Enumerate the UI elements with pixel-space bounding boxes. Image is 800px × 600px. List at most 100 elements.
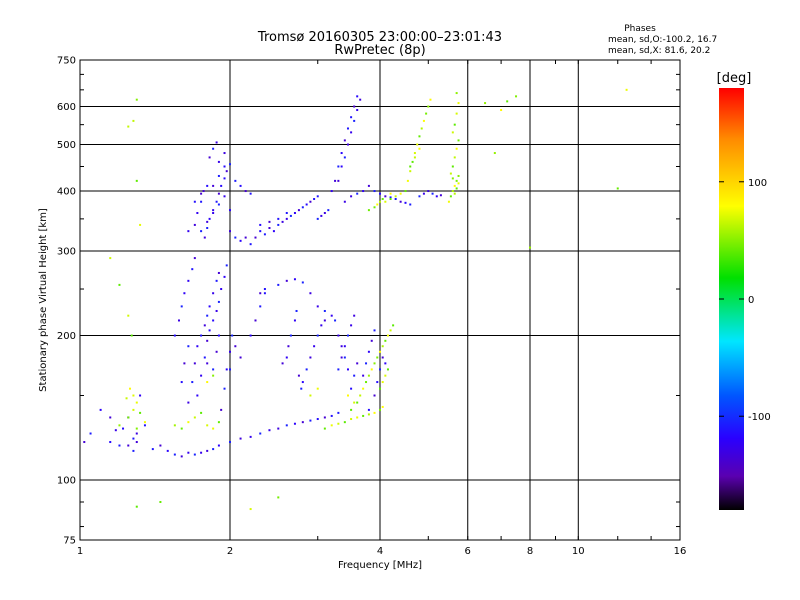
echo-point-o xyxy=(300,387,303,390)
stats-line-o: mean, sd,O:-100.2, 16.7 xyxy=(608,35,717,45)
echo-point-x xyxy=(135,98,138,101)
echo-point-x xyxy=(212,374,215,377)
echo-point-o xyxy=(418,195,421,198)
echo-point-x xyxy=(212,427,215,430)
echo-point-x xyxy=(135,401,138,404)
echo-point-x xyxy=(139,223,142,226)
y-tick-label: 300 xyxy=(57,247,76,258)
echo-point-o xyxy=(159,444,162,447)
echo-point-o xyxy=(337,411,340,414)
echo-point-x xyxy=(453,184,456,187)
echo-point-o xyxy=(127,444,130,447)
echo-point-x xyxy=(457,102,460,105)
echo-point-x xyxy=(449,195,452,198)
echo-point-o xyxy=(215,200,218,203)
echo-point-o xyxy=(362,190,365,193)
echo-point-o xyxy=(220,288,223,291)
echo-point-x xyxy=(409,170,412,173)
echo-point-o xyxy=(217,444,220,447)
echo-point-o xyxy=(439,194,442,197)
echo-point-o xyxy=(196,345,199,348)
echo-point-o xyxy=(196,394,199,397)
echo-point-o xyxy=(212,448,215,451)
echo-point-o xyxy=(234,179,237,182)
echo-point-o xyxy=(206,184,209,187)
echo-point-o xyxy=(200,451,203,454)
echo-point-o xyxy=(313,198,316,201)
echo-point-o xyxy=(323,416,326,419)
echo-point-o xyxy=(340,152,343,155)
echo-point-o xyxy=(281,220,284,223)
echo-point-o xyxy=(268,429,271,432)
colorbar-tick-label: 100 xyxy=(748,178,767,189)
echo-point-o xyxy=(277,427,280,430)
echo-point-o xyxy=(208,305,211,308)
echo-point-x xyxy=(159,500,162,503)
echo-point-o xyxy=(422,192,425,195)
echo-point-x xyxy=(193,416,196,419)
echo-point-x xyxy=(453,192,456,195)
echo-point-x xyxy=(376,356,379,359)
echo-point-o xyxy=(223,152,226,155)
echo-point-o xyxy=(343,356,346,359)
echo-point-o xyxy=(350,131,353,134)
echo-point-o xyxy=(409,203,412,206)
echo-point-o xyxy=(316,305,319,308)
echo-point-x xyxy=(206,381,209,384)
echo-point-x xyxy=(457,174,460,177)
echo-point-x xyxy=(413,156,416,159)
echo-point-o xyxy=(200,200,203,203)
echo-point-o xyxy=(316,418,319,421)
echo-point-x xyxy=(316,387,319,390)
echo-point-o xyxy=(200,230,203,233)
echo-point-x xyxy=(217,421,220,424)
echo-point-o xyxy=(259,292,262,295)
echo-point-x xyxy=(455,147,458,150)
echo-point-x xyxy=(420,127,423,130)
echo-point-o xyxy=(340,356,343,359)
echo-point-x xyxy=(427,105,430,108)
echo-point-o xyxy=(193,223,196,226)
x-tick-label: 2 xyxy=(227,546,233,557)
echo-point-o xyxy=(277,283,280,286)
echo-point-x xyxy=(451,131,454,134)
echo-point-x xyxy=(451,177,454,180)
echo-point-x xyxy=(143,421,146,424)
echo-point-o xyxy=(200,334,203,337)
echo-point-o xyxy=(384,362,387,365)
echo-point-x xyxy=(127,416,130,419)
echo-point-o xyxy=(316,334,319,337)
echo-point-x xyxy=(418,135,421,138)
echo-point-o xyxy=(295,309,298,312)
y-tick-label: 750 xyxy=(57,56,76,67)
echo-point-o xyxy=(399,200,402,203)
echo-point-o xyxy=(404,201,407,204)
echo-point-o xyxy=(177,319,180,322)
echo-point-x xyxy=(277,496,280,499)
echo-point-o xyxy=(359,98,362,101)
echo-point-o xyxy=(427,190,430,193)
echo-point-o xyxy=(118,444,121,447)
echo-point-o xyxy=(89,432,92,435)
echo-point-o xyxy=(343,139,346,142)
echo-point-o xyxy=(229,163,231,166)
echo-point-o xyxy=(350,116,353,119)
echo-point-o xyxy=(330,314,333,317)
echo-point-o xyxy=(202,190,205,193)
echo-point-x xyxy=(379,408,381,411)
echo-point-o xyxy=(268,220,271,223)
echo-point-o xyxy=(343,200,346,203)
echo-point-o xyxy=(356,109,359,112)
echo-point-x xyxy=(447,200,450,203)
echo-point-o xyxy=(353,119,356,122)
echo-point-o xyxy=(212,292,215,295)
echo-point-o xyxy=(206,362,209,365)
y-tick-label: 200 xyxy=(57,331,76,342)
echo-point-o xyxy=(212,184,215,187)
echo-point-x xyxy=(139,411,142,414)
echo-point-x xyxy=(135,505,138,508)
echo-point-o xyxy=(239,356,242,359)
echo-point-o xyxy=(229,441,231,444)
echo-point-o xyxy=(203,324,206,327)
echo-point-o xyxy=(83,441,86,444)
